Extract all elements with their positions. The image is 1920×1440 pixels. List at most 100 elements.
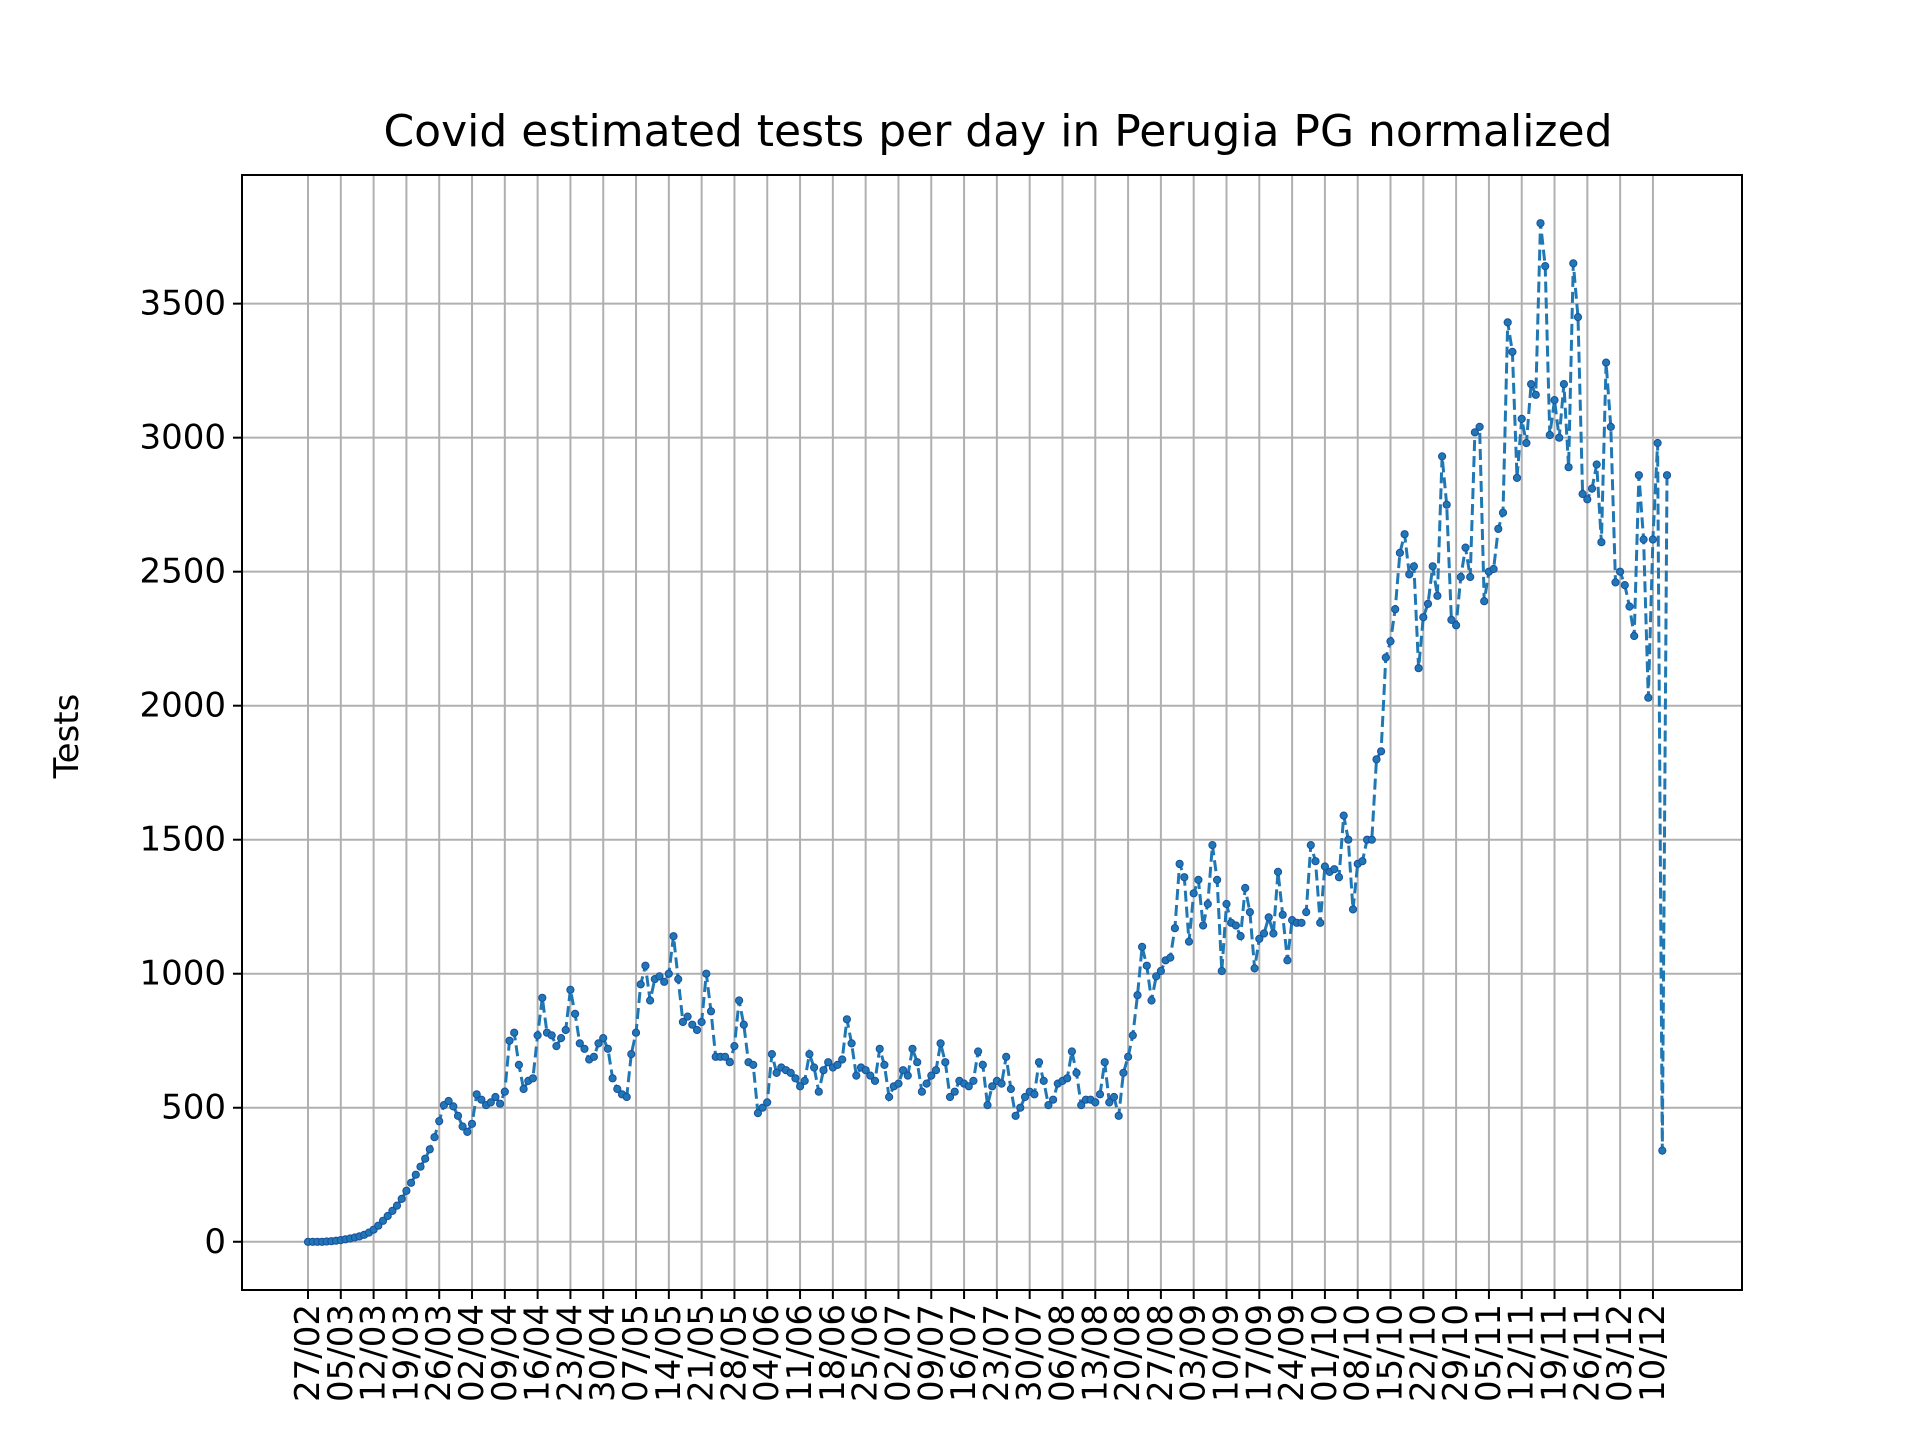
data-point — [1184, 937, 1194, 946]
x-tick-label: 07/05 — [616, 1304, 656, 1402]
x-tick-label: 19/11 — [1535, 1304, 1575, 1402]
x-tick-label: 03/12 — [1600, 1304, 1640, 1402]
data-point — [678, 1017, 688, 1027]
data-point — [1541, 262, 1550, 271]
data-point — [1592, 460, 1601, 469]
data-point — [1536, 219, 1545, 228]
data-point — [875, 1044, 884, 1053]
data-point — [913, 1058, 922, 1067]
x-tick-label: 28/05 — [714, 1304, 754, 1402]
data-point — [1550, 396, 1559, 405]
data-point — [1583, 495, 1592, 504]
x-tick-label: 10/12 — [1633, 1304, 1673, 1402]
data-point — [1330, 865, 1339, 874]
data-point — [1170, 924, 1180, 933]
data-point — [730, 1042, 739, 1051]
data-point — [1105, 1098, 1114, 1107]
data-point — [477, 1095, 486, 1104]
data-point — [1016, 1103, 1025, 1112]
data-point — [1480, 597, 1489, 606]
data-point — [1241, 883, 1250, 893]
x-tick-label: 05/11 — [1469, 1304, 1509, 1402]
data-point — [1152, 972, 1161, 981]
data-point — [1573, 313, 1583, 322]
data-point — [688, 1020, 697, 1029]
data-point — [388, 1206, 397, 1216]
data-point — [622, 1092, 631, 1102]
data-point — [1203, 899, 1212, 909]
data-point — [660, 977, 669, 986]
data-point — [1653, 438, 1662, 448]
data-point — [1433, 591, 1442, 600]
data-point — [1213, 875, 1222, 885]
data-point — [706, 1007, 716, 1016]
data-point — [627, 1050, 636, 1059]
data-point — [978, 1060, 987, 1070]
x-tick-label: 21/05 — [682, 1304, 722, 1402]
data-point — [1006, 1084, 1016, 1094]
data-point — [566, 985, 575, 994]
data-point — [1100, 1058, 1109, 1067]
data-point — [1400, 530, 1409, 539]
y-tick-label: 3500 — [139, 284, 226, 324]
data-point — [791, 1074, 800, 1083]
data-point — [1348, 905, 1358, 914]
data-point — [1180, 873, 1189, 882]
data-point — [1175, 859, 1184, 868]
data-point — [1245, 908, 1255, 917]
data-point — [1011, 1111, 1020, 1120]
data-point — [786, 1068, 795, 1078]
data-point — [491, 1092, 500, 1102]
data-point — [1428, 562, 1437, 571]
y-tick-label: 0 — [204, 1222, 226, 1262]
data-point — [988, 1082, 997, 1091]
data-point — [1438, 452, 1447, 461]
data-point — [514, 1060, 524, 1070]
data-point — [1452, 621, 1461, 630]
x-tick-label: 27/02 — [288, 1304, 328, 1402]
data-point — [838, 1055, 847, 1064]
data-point — [397, 1194, 406, 1204]
data-point — [547, 1031, 556, 1040]
data-point — [505, 1036, 514, 1045]
data-point — [1049, 1095, 1058, 1104]
data-point — [1395, 548, 1405, 558]
data-point — [1109, 1092, 1119, 1102]
data-point — [1630, 631, 1639, 641]
data-point — [1124, 1052, 1133, 1061]
data-point — [1414, 664, 1423, 673]
data-point — [1578, 489, 1587, 499]
data-point — [1147, 996, 1156, 1005]
data-point — [402, 1186, 411, 1195]
x-tick-label: 09/07 — [911, 1304, 951, 1402]
data-point — [927, 1071, 936, 1080]
data-point — [1142, 961, 1151, 970]
data-point — [1128, 1031, 1137, 1040]
data-point — [753, 1109, 763, 1118]
data-point — [1020, 1092, 1030, 1102]
data-point — [1503, 318, 1512, 327]
data-point — [1470, 428, 1480, 437]
data-point — [725, 1058, 734, 1067]
x-tick-label: 25/06 — [846, 1304, 886, 1402]
data-point — [1133, 991, 1142, 1000]
x-tick-label: 30/07 — [1010, 1304, 1050, 1402]
data-point — [1555, 433, 1564, 442]
data-point — [1644, 693, 1653, 702]
x-tick-label: 30/04 — [583, 1304, 623, 1402]
data-point — [599, 1034, 608, 1043]
data-point — [496, 1099, 505, 1108]
data-point — [453, 1111, 463, 1120]
data-point — [463, 1127, 472, 1137]
x-tick-label: 08/10 — [1338, 1304, 1378, 1402]
data-point — [683, 1012, 692, 1021]
data-point — [1334, 873, 1344, 882]
data-point — [950, 1087, 959, 1096]
data-point — [1527, 380, 1536, 389]
data-point — [1297, 918, 1306, 927]
x-tick-label: 27/08 — [1141, 1304, 1181, 1402]
data-point — [969, 1076, 978, 1086]
data-point — [1611, 578, 1620, 587]
data-point — [571, 1009, 580, 1019]
data-point — [1545, 430, 1554, 440]
